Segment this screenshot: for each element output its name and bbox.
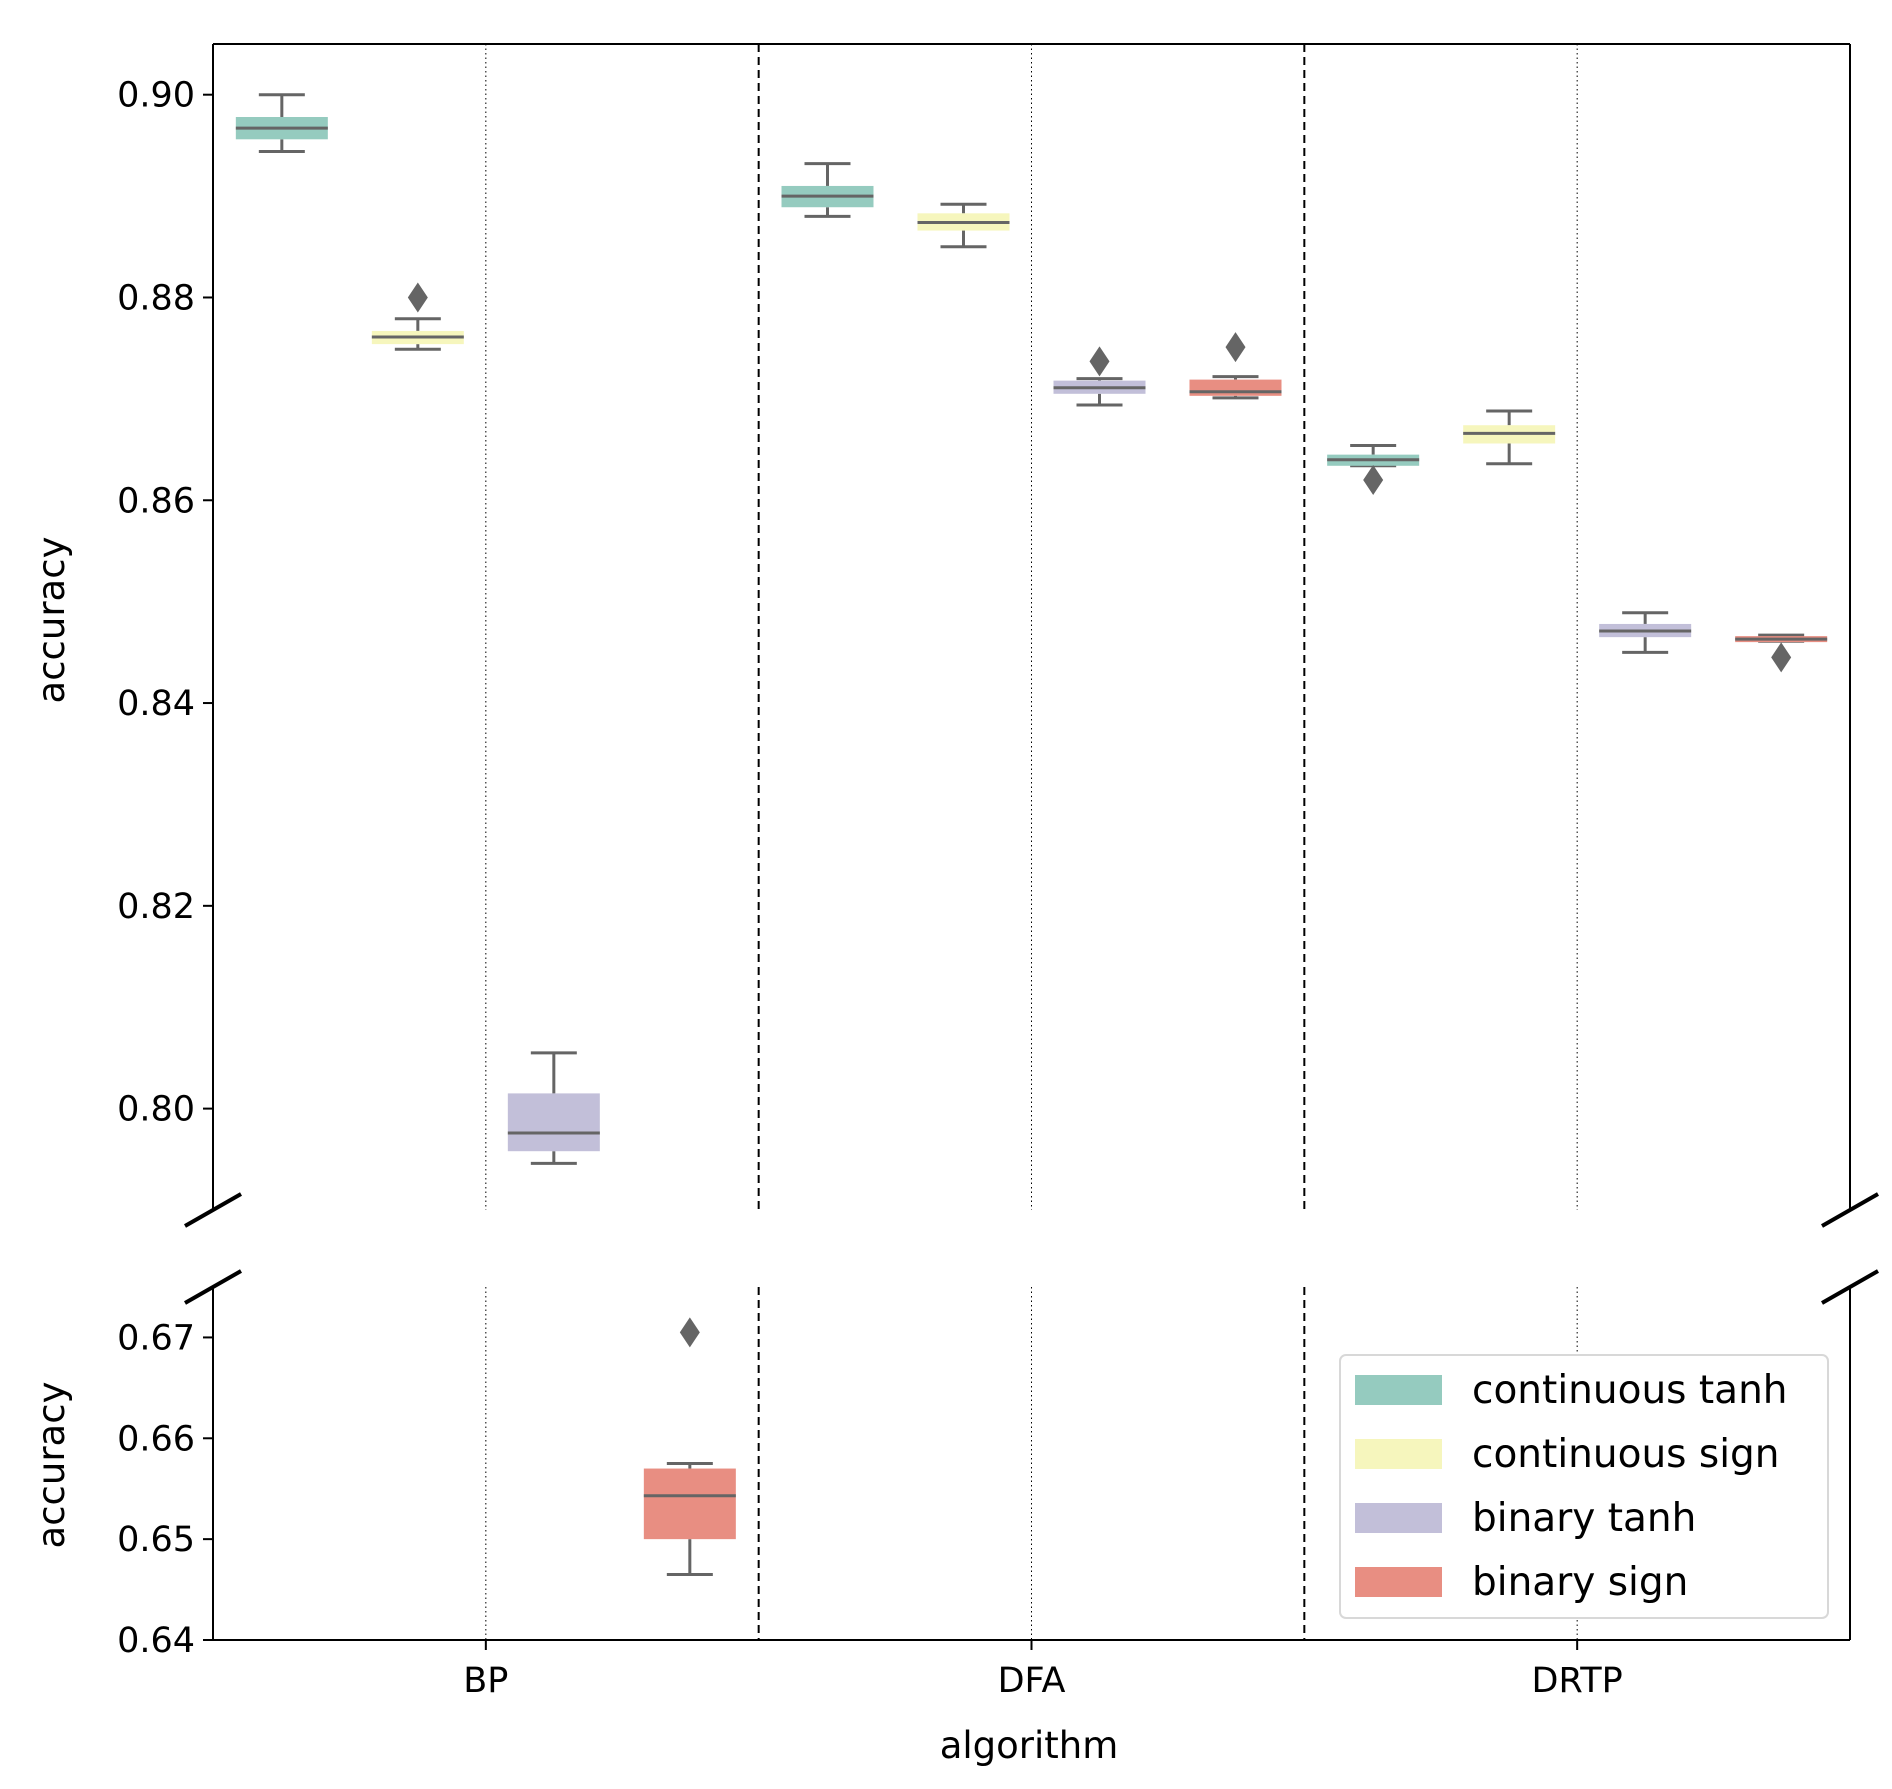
y-tick-label: 0.65 [117, 1520, 195, 1560]
y-tick-label: 0.84 [117, 684, 195, 724]
legend-swatch [1355, 1375, 1442, 1405]
box-group [235, 93, 1828, 1576]
axis-break-mark [1821, 1192, 1879, 1228]
box-body [1189, 379, 1282, 396]
legend-label: continuous sign [1472, 1432, 1780, 1477]
box-continuous-sign-BP [371, 282, 464, 351]
y-axis-label-bottom: accuracy [30, 1382, 73, 1549]
x-axis-label: algorithm [940, 1724, 1119, 1767]
axes: 0.80 0.82 0.84 0.86 0.88 0.90 0.64 0.65 0.66 0.67… [117, 43, 1879, 1701]
outlier-marker [679, 1317, 700, 1348]
outlier-marker [1363, 464, 1384, 495]
box-binary-tanh-BP [507, 1051, 600, 1165]
x-tick-label: DFA [998, 1661, 1066, 1701]
box-binary-sign-BP [643, 1317, 736, 1576]
axis-break-mark [1821, 1269, 1879, 1305]
legend-swatch [1355, 1503, 1442, 1533]
box-continuous-tanh-DRTP [1327, 444, 1420, 495]
x-tick-label: BP [463, 1661, 508, 1701]
box-continuous-sign-DRTP [1463, 409, 1556, 466]
outlier-marker [1089, 346, 1110, 377]
outlier-marker [1771, 642, 1792, 673]
y-tick-label: 0.86 [117, 481, 195, 521]
y-tick-label: 0.66 [117, 1419, 195, 1459]
box-binary-sign-DRTP [1735, 633, 1828, 673]
legend-swatch [1355, 1567, 1442, 1597]
outlier-marker [407, 282, 428, 313]
category-separators [485, 44, 1578, 1640]
y-tick-label: 0.90 [117, 76, 195, 116]
legend-item: continuous sign [1355, 1432, 1780, 1477]
box-continuous-sign-DFA [917, 202, 1010, 249]
legend-label: binary tanh [1472, 1496, 1696, 1541]
legend-label: binary sign [1472, 1560, 1688, 1605]
box-binary-tanh-DRTP [1599, 611, 1692, 654]
outlier-marker [1225, 332, 1246, 363]
y-tick-label: 0.64 [117, 1621, 195, 1661]
legend-item: continuous tanh [1355, 1368, 1788, 1413]
box-body [507, 1093, 600, 1152]
box-binary-tanh-DFA [1053, 346, 1146, 407]
y-tick-label: 0.67 [117, 1318, 195, 1358]
y-axis-label-top: accuracy [30, 537, 73, 704]
legend-label: continuous tanh [1472, 1368, 1788, 1413]
legend-item: binary tanh [1355, 1496, 1696, 1541]
legend-item: binary sign [1355, 1560, 1688, 1605]
box-continuous-tanh-BP [235, 93, 328, 153]
axis-break-mark [184, 1269, 242, 1305]
box-continuous-tanh-DFA [781, 162, 874, 218]
y-tick-label: 0.82 [117, 887, 195, 927]
legend-frame [1339, 1354, 1829, 1619]
x-tick-label: DRTP [1532, 1661, 1623, 1701]
axis-break-mark [184, 1192, 242, 1228]
legend-swatch [1355, 1439, 1442, 1469]
y-tick-label: 0.80 [117, 1090, 195, 1130]
legend: continuous tanh continuous sign binary tan… [1339, 1354, 1829, 1619]
box-body [643, 1468, 736, 1540]
y-tick-label: 0.88 [117, 278, 195, 318]
box-binary-sign-DFA [1189, 332, 1282, 400]
